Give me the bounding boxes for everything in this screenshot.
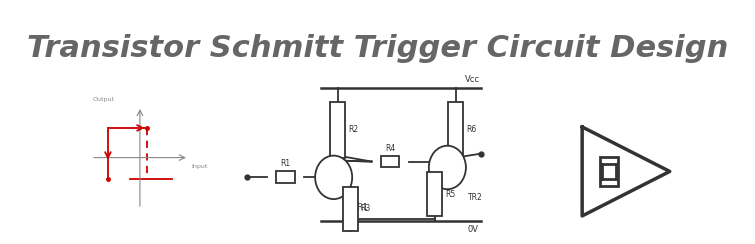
Text: R2: R2 [348,125,358,134]
Bar [330,102,346,158]
Text: Input: Input [191,163,208,169]
Text: R4: R4 [385,144,395,153]
Text: R1: R1 [281,160,291,168]
Text: Output: Output [93,97,115,102]
Bar [427,172,442,216]
Text: 0V: 0V [467,225,478,234]
Circle shape [429,146,466,189]
Bar [343,187,358,231]
Text: Vcc: Vcc [465,75,480,84]
Text: R3: R3 [361,204,371,214]
Bar [448,102,464,158]
Bar [381,156,399,167]
Text: R6: R6 [466,125,476,134]
Text: Transistor Schmitt Trigger Circuit Design: Transistor Schmitt Trigger Circuit Desig… [26,34,728,63]
Circle shape [315,156,352,199]
Bar [599,157,618,186]
Text: R5: R5 [445,190,455,199]
Text: TR2: TR2 [467,193,482,202]
Bar [276,172,295,183]
Text: TR1: TR1 [354,203,368,212]
